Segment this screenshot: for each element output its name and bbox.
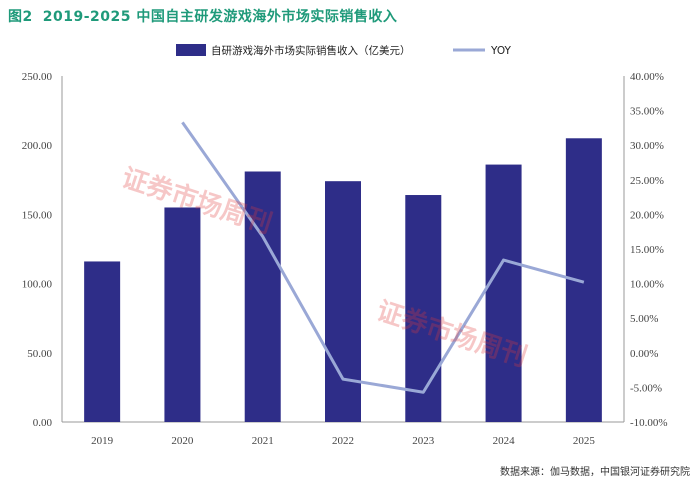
x-tick-label: 2023	[412, 435, 435, 447]
bar	[244, 171, 281, 422]
right-tick-label: -5.00%	[630, 382, 662, 394]
left-tick-label: 150.00	[22, 209, 53, 221]
left-tick-label: 0.00	[33, 417, 53, 429]
right-tick-label: 35.00%	[630, 106, 664, 118]
figure-number: 图2	[8, 9, 33, 25]
legend-label-line: YOY	[490, 45, 512, 57]
x-tick-label: 2025	[573, 435, 596, 447]
left-tick-label: 100.00	[22, 279, 53, 291]
data-source: 数据来源：伽马数据，中国银河证券研究院	[500, 467, 690, 478]
x-tick-label: 2024	[493, 435, 516, 447]
right-tick-label: 0.00%	[630, 348, 658, 360]
legend-swatch-bar	[176, 44, 206, 56]
x-tick-label: 2020	[171, 435, 194, 447]
bar	[325, 181, 361, 422]
yoy-line	[181, 121, 585, 394]
x-tick-label: 2022	[332, 435, 354, 447]
right-tick-label: 25.00%	[630, 175, 664, 187]
right-tick-label: 20.00%	[630, 209, 664, 221]
figure-title: 2019-2025 中国自主研发游戏海外市场实际销售收入	[42, 9, 398, 25]
bar	[84, 261, 121, 422]
bar	[405, 195, 442, 422]
left-tick-label: 200.00	[22, 140, 53, 152]
x-tick-label: 2021	[252, 435, 274, 447]
right-tick-label: 5.00%	[630, 313, 658, 325]
figure-title-block: 图2 2019-2025 中国自主研发游戏海外市场实际销售收入	[8, 6, 397, 26]
right-tick-label: 15.00%	[630, 244, 664, 256]
left-tick-label: 250.00	[22, 71, 53, 83]
right-tick-label: 40.00%	[630, 71, 664, 83]
bar	[164, 207, 201, 422]
right-tick-label: 10.00%	[630, 279, 664, 291]
legend-label-bar: 自研游戏海外市场实际销售收入（亿美元）	[211, 44, 411, 57]
bar	[485, 164, 522, 423]
left-tick-label: 50.00	[27, 348, 52, 360]
x-tick-label: 2019	[91, 435, 114, 447]
right-tick-label: -10.00%	[630, 417, 668, 429]
right-tick-label: 30.00%	[630, 140, 664, 152]
